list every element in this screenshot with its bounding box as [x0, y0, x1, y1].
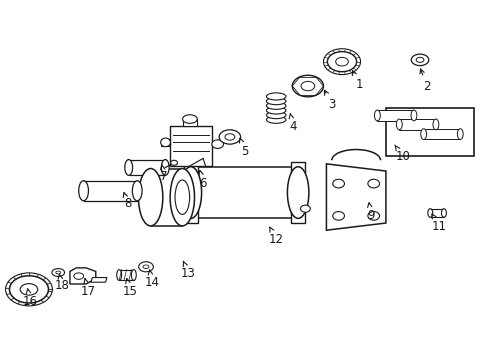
- Polygon shape: [429, 209, 443, 217]
- Text: 13: 13: [181, 261, 196, 280]
- Polygon shape: [182, 119, 197, 126]
- Text: 6: 6: [199, 170, 206, 190]
- Text: 7: 7: [160, 165, 167, 183]
- Polygon shape: [423, 129, 459, 139]
- Ellipse shape: [56, 271, 61, 274]
- Polygon shape: [290, 162, 305, 223]
- Ellipse shape: [132, 181, 142, 201]
- Text: 4: 4: [288, 114, 296, 133]
- Text: 1: 1: [352, 71, 362, 91]
- Polygon shape: [119, 270, 134, 280]
- Ellipse shape: [332, 212, 344, 220]
- Ellipse shape: [410, 54, 428, 66]
- Ellipse shape: [20, 284, 38, 295]
- Ellipse shape: [456, 129, 462, 139]
- Ellipse shape: [266, 98, 285, 105]
- Text: 17: 17: [81, 279, 96, 298]
- Polygon shape: [377, 110, 413, 121]
- Text: 3: 3: [324, 90, 335, 111]
- Polygon shape: [91, 278, 107, 282]
- Ellipse shape: [219, 130, 240, 144]
- Polygon shape: [190, 167, 298, 219]
- Polygon shape: [70, 268, 96, 284]
- Text: 11: 11: [431, 214, 446, 233]
- Ellipse shape: [266, 93, 285, 100]
- Ellipse shape: [432, 119, 438, 130]
- Polygon shape: [183, 162, 198, 223]
- Polygon shape: [170, 126, 211, 166]
- Ellipse shape: [367, 179, 379, 188]
- Ellipse shape: [170, 160, 177, 165]
- Ellipse shape: [224, 134, 234, 140]
- Text: 10: 10: [394, 145, 409, 163]
- Polygon shape: [399, 119, 435, 130]
- Ellipse shape: [138, 168, 163, 226]
- Ellipse shape: [415, 57, 423, 62]
- Ellipse shape: [396, 119, 402, 130]
- Ellipse shape: [182, 115, 197, 123]
- Ellipse shape: [266, 107, 285, 114]
- Polygon shape: [385, 108, 473, 156]
- Ellipse shape: [160, 138, 170, 147]
- Text: 18: 18: [54, 274, 69, 292]
- Polygon shape: [128, 159, 165, 175]
- Ellipse shape: [287, 167, 308, 219]
- Ellipse shape: [292, 75, 323, 97]
- Ellipse shape: [367, 212, 379, 220]
- Text: 2: 2: [419, 69, 430, 93]
- Ellipse shape: [180, 167, 201, 219]
- Ellipse shape: [79, 181, 88, 201]
- Text: 5: 5: [239, 138, 248, 158]
- Ellipse shape: [266, 112, 285, 119]
- Ellipse shape: [131, 270, 136, 280]
- Ellipse shape: [301, 81, 314, 91]
- Ellipse shape: [441, 209, 446, 217]
- Ellipse shape: [374, 110, 380, 121]
- Polygon shape: [83, 181, 137, 201]
- Ellipse shape: [139, 262, 153, 272]
- Ellipse shape: [175, 180, 189, 215]
- Ellipse shape: [410, 110, 416, 121]
- Text: 14: 14: [144, 270, 159, 289]
- Polygon shape: [326, 164, 385, 230]
- Text: 8: 8: [123, 193, 131, 210]
- Ellipse shape: [161, 159, 169, 175]
- Text: 15: 15: [122, 279, 137, 298]
- Polygon shape: [150, 168, 182, 226]
- Text: 12: 12: [268, 227, 283, 246]
- Text: 9: 9: [367, 203, 374, 222]
- Ellipse shape: [52, 269, 64, 276]
- Ellipse shape: [117, 270, 122, 280]
- Ellipse shape: [124, 159, 132, 175]
- Ellipse shape: [427, 209, 432, 217]
- Ellipse shape: [327, 51, 356, 72]
- Ellipse shape: [266, 102, 285, 109]
- Ellipse shape: [420, 129, 426, 139]
- Polygon shape: [160, 139, 170, 146]
- Ellipse shape: [335, 57, 347, 66]
- Ellipse shape: [170, 168, 194, 226]
- Ellipse shape: [300, 205, 310, 212]
- Ellipse shape: [266, 116, 285, 123]
- Ellipse shape: [74, 273, 83, 279]
- Text: 16: 16: [22, 289, 38, 309]
- Ellipse shape: [9, 276, 48, 303]
- Ellipse shape: [332, 179, 344, 188]
- Ellipse shape: [143, 265, 149, 269]
- Ellipse shape: [211, 140, 223, 148]
